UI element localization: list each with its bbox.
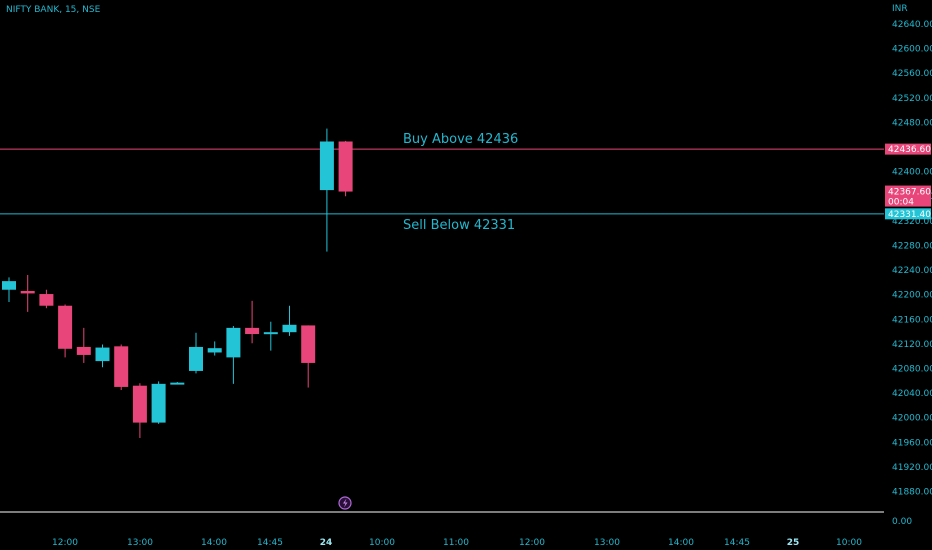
x-tick-label: 13:00 (594, 538, 620, 548)
y-tick-label: 42400.00 (892, 168, 932, 178)
y-tick-label: 41960.00 (892, 438, 932, 448)
y-tick-label: 42600.00 (892, 45, 932, 55)
x-tick-label: 14:00 (201, 538, 227, 548)
candle-body (2, 281, 16, 290)
candle-body (263, 332, 278, 335)
buy-price-tag-bg (885, 143, 931, 155)
candle-body (207, 348, 222, 353)
countdown-label: 00:04 (888, 198, 914, 208)
x-tick-label: 13:00 (127, 538, 153, 548)
last-price-tag: 42367.60 (888, 188, 931, 198)
currency-label: INR (892, 4, 908, 14)
x-tick-label: 25 (787, 538, 800, 548)
sell-price-tag: 42331.40 (888, 210, 931, 220)
candle-body (338, 141, 353, 192)
x-tick-label: 12:00 (52, 538, 78, 548)
candle-body (95, 347, 110, 362)
y-tick-label: 41880.00 (892, 488, 932, 498)
sell-price-tag-bg (885, 208, 931, 220)
y-tick-label: 42640.00 (892, 20, 932, 30)
candle-body (226, 327, 241, 358)
candle-body (114, 346, 129, 387)
y-tick-label: 42040.00 (892, 389, 932, 399)
y-tick-label: 42520.00 (892, 94, 932, 104)
candle-body (282, 324, 297, 333)
y-tick-label: 42320.00 (892, 217, 932, 227)
candle-body (170, 382, 185, 385)
buy-price-tag: 42436.60 (888, 145, 931, 155)
y-tick-label: 41920.00 (892, 463, 932, 473)
x-tick-label: 14:45 (724, 538, 750, 548)
y-tick-label: 42200.00 (892, 291, 932, 301)
candle-body (245, 327, 260, 335)
y-tick-label: 42000.00 (892, 414, 932, 424)
candle-body (132, 385, 147, 423)
y-tick-label: 42280.00 (892, 241, 932, 251)
candle-body (39, 294, 54, 306)
x-tick-label: 24 (320, 538, 333, 548)
x-tick-label: 11:00 (443, 538, 469, 548)
y-tick-label: 42560.00 (892, 69, 932, 79)
lightning-icon-bolt (343, 498, 348, 508)
candle-body (189, 346, 203, 371)
candle-body (301, 325, 316, 363)
candle-body (76, 346, 91, 355)
x-tick-label: 14:00 (668, 538, 694, 548)
x-tick-label: 10:00 (836, 538, 862, 548)
sell-level-label: Sell Below 42331 (403, 218, 515, 233)
y-tick-label: 42480.00 (892, 118, 932, 128)
x-tick-label: 14:45 (257, 538, 283, 548)
y-tick-label: 42120.00 (892, 340, 932, 350)
buy-level-label: Buy Above 42436 (403, 132, 518, 147)
x-tick-label: 10:00 (369, 538, 395, 548)
x-tick-label: 12:00 (519, 538, 545, 548)
candle-body (20, 290, 35, 294)
ticker-title: NIFTY BANK, 15, NSE (6, 5, 101, 15)
candle-body (151, 383, 166, 423)
volume-scale-label: 0.00 (892, 517, 912, 527)
last-price-tag-bg (885, 185, 931, 207)
y-tick-label: 42160.00 (892, 315, 932, 325)
candle-body (319, 141, 334, 191)
y-tick-label: 42240.00 (892, 266, 932, 276)
y-tick-label: 42080.00 (892, 364, 932, 374)
lightning-icon[interactable] (338, 496, 352, 510)
candle-body (58, 305, 73, 349)
